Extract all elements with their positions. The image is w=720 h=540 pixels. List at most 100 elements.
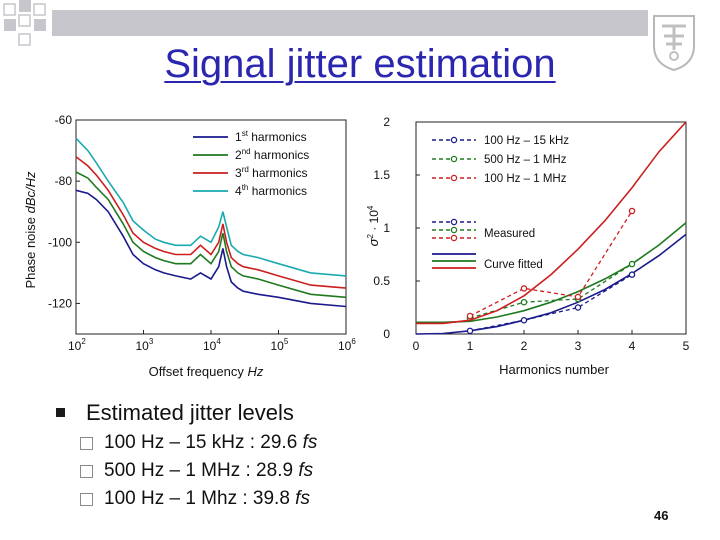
x-tick-base: 10 [68, 339, 82, 353]
x-tick-label: 1 [467, 339, 474, 353]
y-axis-label: σ2 · 104 [366, 205, 381, 246]
jitter-range-text: 500 Hz – 1 MHz : 28.9 [104, 460, 299, 481]
measured-point [574, 304, 582, 311]
x-tick-label: 102 [68, 337, 86, 353]
x-tick-label: 105 [271, 337, 289, 353]
x-axis-label: Harmonics number [499, 362, 609, 377]
x-tick-exponent: 5 [284, 337, 289, 346]
fitted-curve-1 [415, 233, 687, 335]
measured-line-3 [469, 210, 633, 317]
legend-number: 4 [235, 184, 242, 198]
y-axis-label-text: Phase noise [23, 213, 38, 288]
sub-bullet-list: 100 Hz – 15 kHz : 29.6 fs 500 Hz – 1 MHz… [56, 432, 616, 516]
x-tick-exponent: 4 [216, 337, 221, 346]
checkbox-bullet-icon [80, 493, 93, 506]
y-axis-exponent: 4 [366, 205, 375, 210]
legend-marker [450, 136, 458, 144]
x-tick-exponent: 6 [351, 337, 356, 346]
x-tick-label: 5 [683, 339, 690, 353]
x-tick-base: 10 [203, 339, 217, 353]
series-line-harmonic-1 [75, 189, 347, 308]
y-tick-label: 2 [383, 115, 390, 129]
legend-marker [450, 174, 458, 182]
series-line-harmonic-3 [75, 156, 347, 289]
x-tick-base: 10 [271, 339, 285, 353]
legend-entry: 500 Hz – 1 MHz [484, 154, 567, 166]
measured-point [574, 293, 582, 301]
jitter-unit: fs [302, 432, 318, 453]
measured-point [520, 316, 528, 324]
legend-marker [450, 155, 458, 163]
corner-squares-decoration [3, 0, 46, 46]
y-tick-label: 1.5 [373, 168, 390, 182]
y-tick-label: 1 [383, 221, 390, 235]
measured-point [466, 312, 474, 320]
slide-title: Signal jitter estimation [164, 42, 556, 86]
jitter-unit: fs [295, 488, 310, 509]
legend-entry: 3rd harmonics [235, 165, 308, 180]
legend-superscript: rd [242, 165, 249, 174]
legend-text: harmonics [248, 184, 307, 198]
sub-bullet-item: 100 Hz – 1 Mhz : 39.8 fs [56, 488, 616, 516]
y-tick-label: 0.5 [373, 274, 390, 288]
y-axis-square: 2 [366, 234, 375, 239]
x-tick-label: 3 [575, 339, 582, 353]
x-tick-label: 103 [136, 337, 154, 353]
legend-superscript: st [242, 129, 249, 138]
legend-measured-label: Measured [484, 228, 535, 240]
measured-point [628, 271, 636, 278]
plot-frame [415, 121, 687, 335]
y-axis-label-unit: dBc/Hz [23, 171, 38, 213]
legend-superscript: nd [242, 147, 251, 156]
legend-text: harmonics [249, 166, 308, 180]
legend-measured-marker [450, 226, 458, 234]
legend-entry: 4th harmonics [235, 183, 307, 198]
sub-bullet-item: 100 Hz – 15 kHz : 29.6 fs [56, 432, 616, 460]
checkbox-bullet-icon [80, 465, 93, 478]
y-axis-multiplier: · 10 [367, 210, 381, 234]
legend-measured-marker [450, 234, 458, 242]
x-tick-base: 10 [338, 339, 352, 353]
legend-entry: 100 Hz – 1 MHz [484, 173, 567, 185]
checkbox-bullet-icon [80, 437, 93, 450]
measured-point [466, 327, 474, 335]
x-tick-label: 2 [521, 339, 528, 353]
y-tick-label: -60 [55, 113, 73, 127]
legend-measured-marker [450, 218, 458, 226]
series-line-harmonic-2 [75, 171, 347, 299]
legend-text: harmonics [251, 148, 310, 162]
legend-number: 3 [235, 166, 242, 180]
measured-point [520, 298, 528, 306]
y-tick-label: -120 [48, 296, 72, 310]
y-axis-sigma: σ [366, 237, 381, 246]
x-tick-base: 10 [136, 339, 150, 353]
x-axis-label-text: Offset frequency [149, 364, 248, 379]
y-tick-label: 0 [383, 327, 390, 341]
y-tick-label: -80 [55, 174, 73, 188]
x-axis-label: Offset frequency Hz [149, 364, 264, 379]
series-line-harmonic-4 [75, 137, 347, 277]
legend-text: harmonics [248, 130, 307, 144]
y-tick-label: -100 [48, 235, 72, 249]
measured-point [628, 260, 636, 268]
fitted-curve-3 [416, 121, 687, 325]
legend-number: 2 [235, 148, 242, 162]
sub-bullet-item: 500 Hz – 1 MHz : 28.9 fs [56, 460, 616, 488]
square-bullet-icon [56, 408, 65, 417]
jitter-unit: fs [298, 460, 314, 481]
legend-superscript: th [242, 183, 249, 192]
x-tick-label: 4 [629, 339, 636, 353]
legend-number: 1 [235, 130, 242, 144]
x-tick-label: 0 [413, 339, 420, 353]
x-axis-label-unit: Hz [247, 364, 263, 379]
x-tick-exponent: 3 [149, 337, 154, 346]
legend-entry: 100 Hz – 15 kHz [484, 135, 569, 147]
x-tick-label: 106 [338, 337, 356, 353]
legend-entry: 1st harmonics [235, 129, 307, 144]
top-bar-decoration [52, 10, 648, 36]
jitter-range-text: 100 Hz – 1 Mhz : 39.8 [104, 488, 296, 509]
y-axis-label: Phase noise dBc/Hz [23, 171, 38, 289]
university-emblem-icon [653, 15, 695, 72]
